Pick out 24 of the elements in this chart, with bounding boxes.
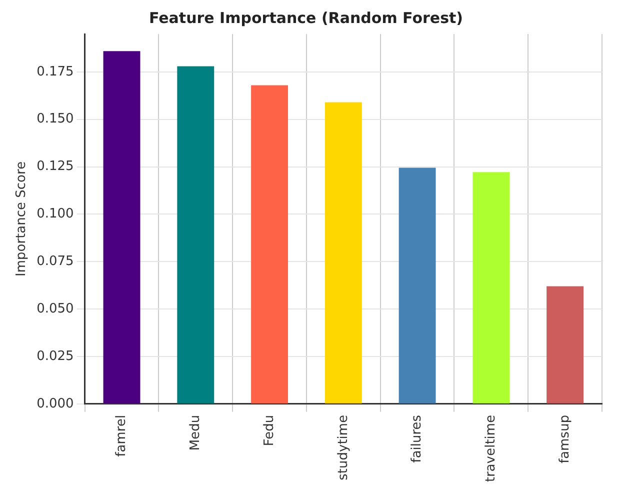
x-tick-label: Medu — [188, 414, 204, 451]
x-tick-label: famsup — [557, 414, 572, 464]
bar — [546, 286, 584, 404]
bar — [177, 66, 214, 404]
bar — [324, 102, 362, 404]
x-tick-label: famrel — [114, 414, 130, 457]
x-tick-label: traveltime — [484, 414, 499, 482]
y-tick-label: 0.175 — [36, 64, 74, 80]
bar — [472, 172, 510, 404]
chart-title: Feature Importance (Random Forest) — [148, 8, 464, 27]
y-tick-label: 0.050 — [36, 301, 74, 316]
bar — [103, 51, 140, 404]
x-tick-label: Fedu — [262, 414, 277, 446]
bar — [398, 168, 436, 404]
y-tick-label: 0.075 — [36, 254, 74, 270]
y-tick-label: 0.025 — [36, 348, 74, 364]
x-tick-label: failures — [410, 414, 425, 463]
y-tick-label: 0.125 — [36, 159, 74, 174]
y-tick-label: 0.100 — [36, 206, 74, 222]
x-tick-label: studytime — [336, 414, 351, 480]
y-axis-title: Importance Score — [14, 161, 30, 276]
bar — [251, 85, 288, 404]
y-tick-label: 0.150 — [36, 112, 74, 127]
y-tick-label: 0.000 — [36, 396, 74, 412]
